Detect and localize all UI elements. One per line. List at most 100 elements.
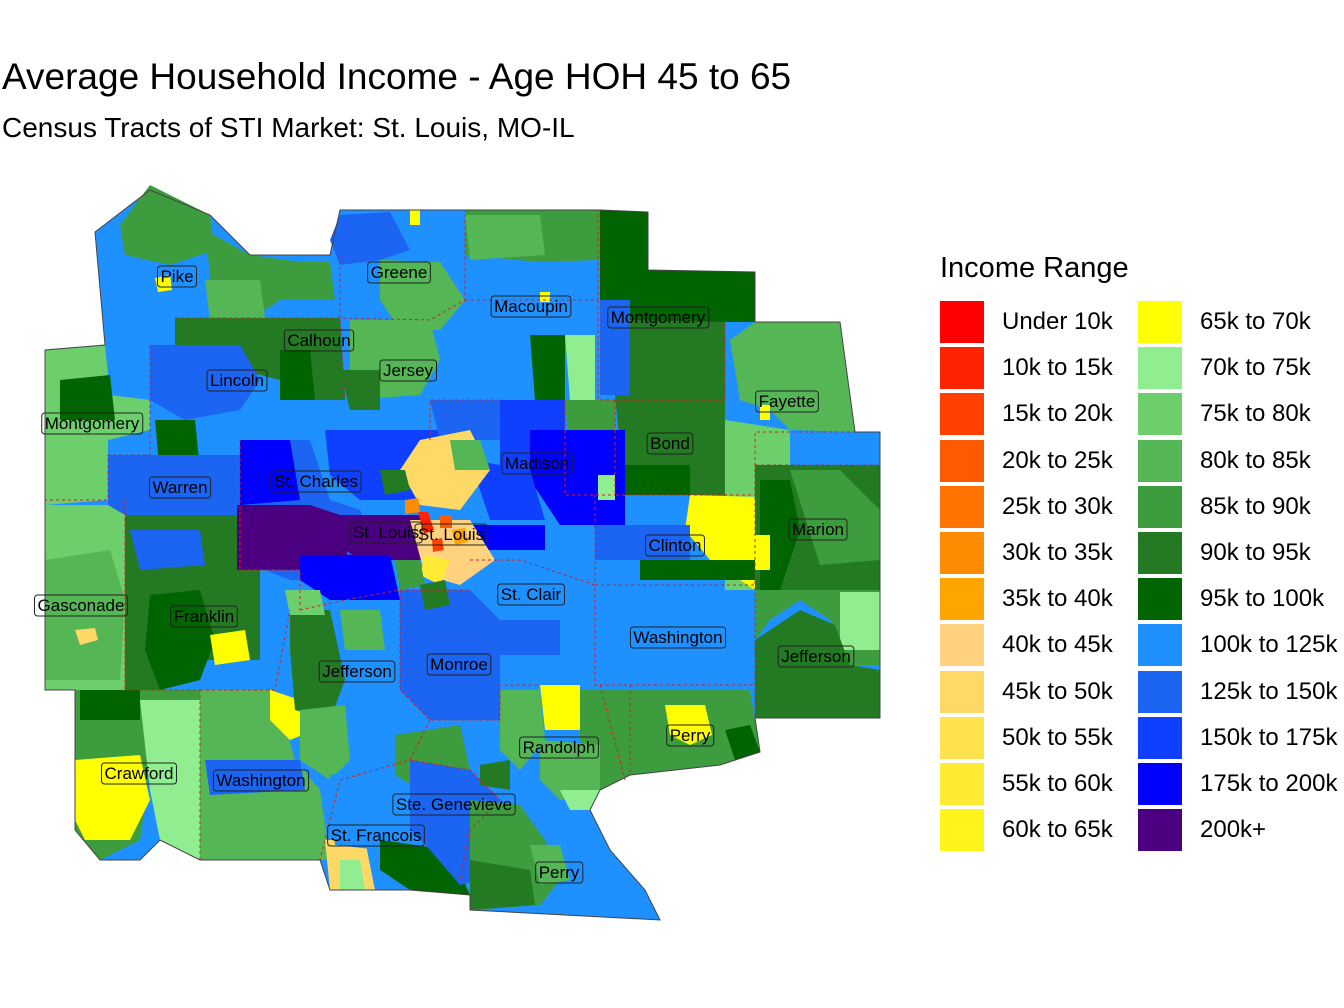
county-label-text: Jersey: [383, 361, 434, 380]
county-label-box: [535, 861, 584, 884]
legend-swatch: [940, 439, 984, 482]
county-label: Perry: [535, 861, 584, 884]
county-label: St. Charles: [270, 470, 362, 493]
county-label: St. Clair: [497, 583, 566, 606]
legend-label: 90k to 95k: [1200, 539, 1311, 566]
county-label: St. Louis: [349, 521, 423, 544]
legend-label: 20k to 25k: [1002, 446, 1113, 474]
county-label-text: Crawford: [105, 764, 174, 783]
legend-label: 40k to 45k: [1002, 631, 1113, 659]
county-label: Gasconade: [34, 594, 128, 617]
county-label-box: [349, 521, 423, 544]
county-label: Jefferson: [777, 645, 855, 668]
county-label-box: [318, 660, 396, 683]
legend-label: 70k to 75k: [1200, 354, 1311, 382]
county-label-text: Monroe: [430, 655, 488, 674]
county-label-text: Perry: [670, 726, 711, 745]
county-label-text: St. Francois: [331, 826, 422, 845]
county-label-text: Jefferson: [322, 662, 392, 681]
legend-swatch: [1138, 301, 1182, 343]
legend-swatch: [1138, 716, 1182, 759]
county-label: St. Louis: [414, 523, 488, 546]
county-label-box: [367, 261, 431, 284]
county-label-text: Greene: [371, 263, 428, 282]
county-label-text: Calhoun: [287, 331, 350, 350]
county-label: Jefferson: [318, 660, 396, 683]
legend-label: 95k to 100k: [1200, 585, 1325, 613]
county-label-text: St. Louis: [418, 525, 484, 544]
legend-label: 15k to 20k: [1002, 400, 1113, 428]
legend-label: 125k to 150k: [1200, 677, 1338, 705]
county-label-box: [497, 583, 566, 606]
county-label: Calhoun: [283, 329, 355, 352]
map-title: Average Household Income - Age HOH 45 to…: [2, 56, 792, 97]
county-label: Franklin: [170, 605, 238, 628]
county-label-box: [156, 265, 198, 288]
legend-label: 45k to 50k: [1002, 677, 1113, 705]
county-label: St. Francois: [327, 824, 425, 847]
county-label-text: St. Charles: [274, 472, 358, 491]
legend-swatch: [940, 532, 984, 574]
legend-label: 150k to 175k: [1200, 723, 1338, 751]
legend-swatch: [1138, 624, 1182, 667]
legend-swatch: [940, 393, 984, 436]
county-label-box: [788, 518, 848, 541]
county-label-text: Lincoln: [210, 371, 264, 390]
legend-label: 175k to 200k: [1200, 770, 1338, 797]
legend-swatch: [1138, 439, 1182, 482]
county-label-text: Clinton: [649, 536, 702, 555]
county-label: Perry: [666, 724, 715, 747]
county-label: Clinton: [645, 534, 705, 557]
county-label-text: Marion: [792, 520, 844, 539]
county-label: Jersey: [379, 359, 438, 382]
county-label: Pike: [156, 265, 198, 288]
county-label-text: Bond: [650, 434, 690, 453]
county-label-box: [392, 793, 516, 816]
legend-swatch: [1138, 347, 1182, 390]
legend-title: Income Range: [940, 252, 1129, 284]
county-label-text: Randolph: [523, 738, 596, 757]
county-label-box: [170, 605, 238, 628]
county-label-text: Warren: [152, 478, 207, 497]
county-label-box: [645, 534, 705, 557]
county-label-text: Macoupin: [494, 297, 568, 316]
legend-swatch: [940, 809, 984, 852]
county-label: Randolph: [519, 736, 599, 759]
county-boundaries: [45, 210, 880, 881]
county-label-box: [101, 762, 177, 785]
county-label-text: Washington: [216, 771, 305, 790]
county-label: Washington: [212, 769, 310, 792]
county-label-text: Fayette: [759, 392, 816, 411]
county-label-box: [607, 306, 710, 329]
legend-label: 30k to 35k: [1002, 539, 1113, 566]
county-label: Washington: [629, 626, 727, 649]
legend-label: 65k to 70k: [1200, 308, 1311, 335]
legend-label: 10k to 15k: [1002, 354, 1113, 382]
county-label-text: Ste. Genevieve: [396, 795, 512, 814]
legend-swatch: [940, 624, 984, 667]
legend-swatch: [940, 716, 984, 759]
county-label-text: Madison: [505, 454, 569, 473]
county-label: Lincoln: [206, 369, 268, 392]
legend-swatch: [940, 301, 984, 343]
legend-label: 75k to 80k: [1200, 400, 1311, 428]
county-label-text: Montgomery: [45, 414, 140, 433]
market-outline: [44, 189, 881, 921]
legend-swatch: [1138, 485, 1182, 528]
county-label-box: [646, 432, 694, 455]
legend-label: 85k to 90k: [1200, 492, 1311, 520]
legend-label: 55k to 60k: [1002, 770, 1113, 797]
legend-swatch: [940, 670, 984, 713]
county-label-box: [283, 329, 355, 352]
county-label-text: Gasconade: [38, 596, 125, 615]
county-label: Montgomery: [41, 412, 144, 435]
county-label: Marion: [788, 518, 848, 541]
county-labels: Pike Greene Macoupin Montgomery Calhoun Jerse…: [34, 261, 855, 884]
county-label: Greene: [367, 261, 431, 284]
county-label-box: [206, 369, 268, 392]
county-label-box: [270, 470, 362, 493]
legend-label: Under 10k: [1002, 308, 1113, 335]
county-label: Ste. Genevieve: [392, 793, 516, 816]
county-label: Monroe: [426, 653, 492, 676]
county-label: Madison: [501, 452, 573, 475]
